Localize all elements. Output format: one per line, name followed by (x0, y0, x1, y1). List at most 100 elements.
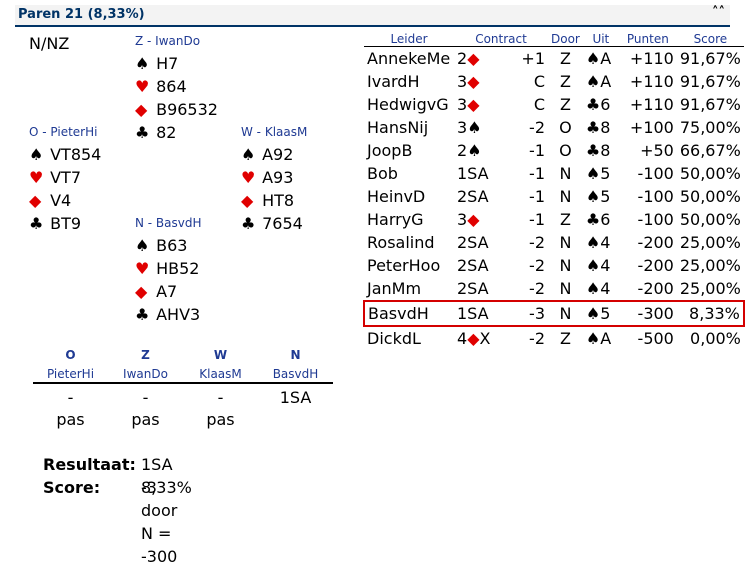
contract-cell: 2SA (454, 277, 508, 301)
score-cell: 25,00% (679, 279, 741, 298)
spades-cards: H7 (156, 54, 179, 73)
uit-card: 5 (600, 187, 611, 206)
contract-level: 2 (457, 49, 468, 68)
score-label: Score: (43, 478, 101, 497)
spade-icon: ♠ (135, 236, 150, 255)
hand-bottom-label: N - BasvdH (135, 216, 202, 230)
hearts-cards: HB52 (156, 259, 200, 278)
contract-cell: 3◆ (454, 93, 508, 116)
double-chevron-up-icon[interactable]: ˄˄ (712, 5, 725, 20)
punten-cell: -300 (618, 300, 677, 327)
spade-icon: ♠ (585, 233, 601, 252)
uit-card: A (600, 49, 612, 68)
uit-cell: ♣6 (583, 93, 619, 116)
uit-card: A (600, 329, 612, 348)
contract-level: 4 (457, 329, 468, 348)
score-cell: 66,67% (679, 141, 741, 160)
bid-cell: pas (206, 410, 235, 429)
uit-card: 5 (600, 304, 611, 323)
bid-player-name: BasvdH (272, 367, 319, 381)
hand-east-cards: ♠ A92 ♥ A93 ◆ HT8 ♣ 7654 (241, 144, 303, 236)
result-cell: -1 (529, 210, 545, 229)
table-row: Bob 1SA -1 N ♠5 -100 50,00% (364, 162, 744, 185)
diamond-icon: ◆ (135, 282, 148, 301)
spade-icon: ♠ (585, 279, 601, 298)
clubs-cards: 82 (156, 123, 177, 142)
leider-cell: HarryG (367, 210, 424, 229)
pair-header: Paren 21 (8,33%) ˄˄ (15, 5, 730, 27)
diamond-icon: ◆ (467, 329, 480, 348)
spade-icon: ♠ (585, 72, 601, 91)
uit-cell: ♠5 (582, 300, 619, 327)
contract-cell: 2SA (454, 231, 508, 254)
uit-card: 4 (600, 233, 611, 252)
uit-cell: ♠4 (583, 277, 619, 301)
score-cell: 75,00% (679, 118, 741, 137)
col-door: Door (548, 32, 583, 47)
diamond-icon: ◆ (135, 100, 148, 119)
door-cell: Z (559, 49, 571, 68)
heart-icon: ♥ (241, 168, 256, 187)
contract-cell: 3◆ (454, 208, 508, 231)
hand-west-label: O - PieterHi (29, 125, 98, 139)
hand-west-cards: ♠ VT854 ♥ VT7 ◆ V4 ♣ BT9 (29, 144, 101, 236)
contract-level: 3 (457, 210, 468, 229)
col-leider: Leider (364, 32, 454, 47)
punten-cell: -200 (637, 256, 674, 275)
contract-cell: 2SA (454, 185, 508, 208)
bidding-table: O Z W N PieterHi IwanDo KlaasM BasvdH - … (33, 348, 333, 432)
table-row: HarryG 3◆ -1 Z ♣6 -100 50,00% (364, 208, 744, 231)
bid-cell: - (217, 388, 224, 407)
club-icon: ♣ (585, 95, 601, 114)
punten-cell: -500 (637, 329, 674, 348)
result-cell: -2 (529, 279, 545, 298)
table-row: HedwigvG 3◆ C Z ♣6 +110 91,67% (364, 93, 744, 116)
leider-cell: Rosalind (367, 233, 435, 252)
diamond-icon: ◆ (467, 210, 480, 229)
leider-cell: HansNij (367, 118, 429, 137)
spade-icon: ♠ (585, 304, 601, 323)
door-cell: N (548, 300, 583, 327)
hand-bottom-cards: ♠ B63 ♥ HB52 ◆ A7 ♣ AHV3 (135, 235, 200, 327)
bidding-name-row: PieterHi IwanDo KlaasM BasvdH (33, 367, 333, 384)
col-score: Score (676, 32, 744, 47)
bid-seat: W (213, 348, 228, 362)
uit-card: A (600, 72, 612, 91)
leider-cell: JoopB (367, 141, 413, 160)
door-cell: N (559, 256, 572, 275)
score-cell: 0,00% (690, 329, 741, 348)
result-cell: -1 (529, 141, 545, 160)
diamonds-cards: A7 (156, 282, 178, 301)
contract-level: 2SA (457, 233, 489, 252)
spade-icon: ♠ (467, 118, 482, 137)
spade-icon: ♠ (29, 145, 44, 164)
contract-level: 2SA (457, 187, 489, 206)
diamond-icon: ◆ (241, 191, 254, 210)
punten-cell: +110 (629, 72, 674, 91)
uit-cell: ♠5 (583, 162, 619, 185)
spade-icon: ♠ (467, 141, 482, 160)
bid-cell: 1SA (279, 388, 312, 407)
spade-icon: ♠ (585, 256, 601, 275)
clubs-cards: 7654 (262, 214, 303, 233)
door-cell: O (559, 141, 572, 160)
contract-level: 2SA (457, 279, 489, 298)
punten-cell: -200 (637, 279, 674, 298)
door-cell: N (559, 164, 572, 183)
contract-level: 3 (457, 95, 468, 114)
spade-icon: ♠ (241, 145, 256, 164)
table-row: BasvdH 1SA -3 N ♠5 -300 8,33% (363, 300, 745, 327)
result-cell: +1 (521, 49, 545, 68)
score-cell: 50,00% (679, 187, 741, 206)
spades-cards: VT854 (50, 145, 102, 164)
door-cell: N (559, 187, 572, 206)
punten-cell: -200 (637, 233, 674, 252)
club-icon: ♣ (241, 214, 256, 233)
contract-cell: 2◆ (454, 47, 508, 71)
pair-title: Paren 21 (8,33%) (18, 7, 145, 22)
spade-icon: ♠ (135, 54, 150, 73)
col-contract: Contract (454, 32, 548, 47)
diamond-icon: ◆ (467, 95, 480, 114)
club-icon: ♣ (585, 141, 601, 160)
bid-player-name: PieterHi (46, 367, 95, 381)
